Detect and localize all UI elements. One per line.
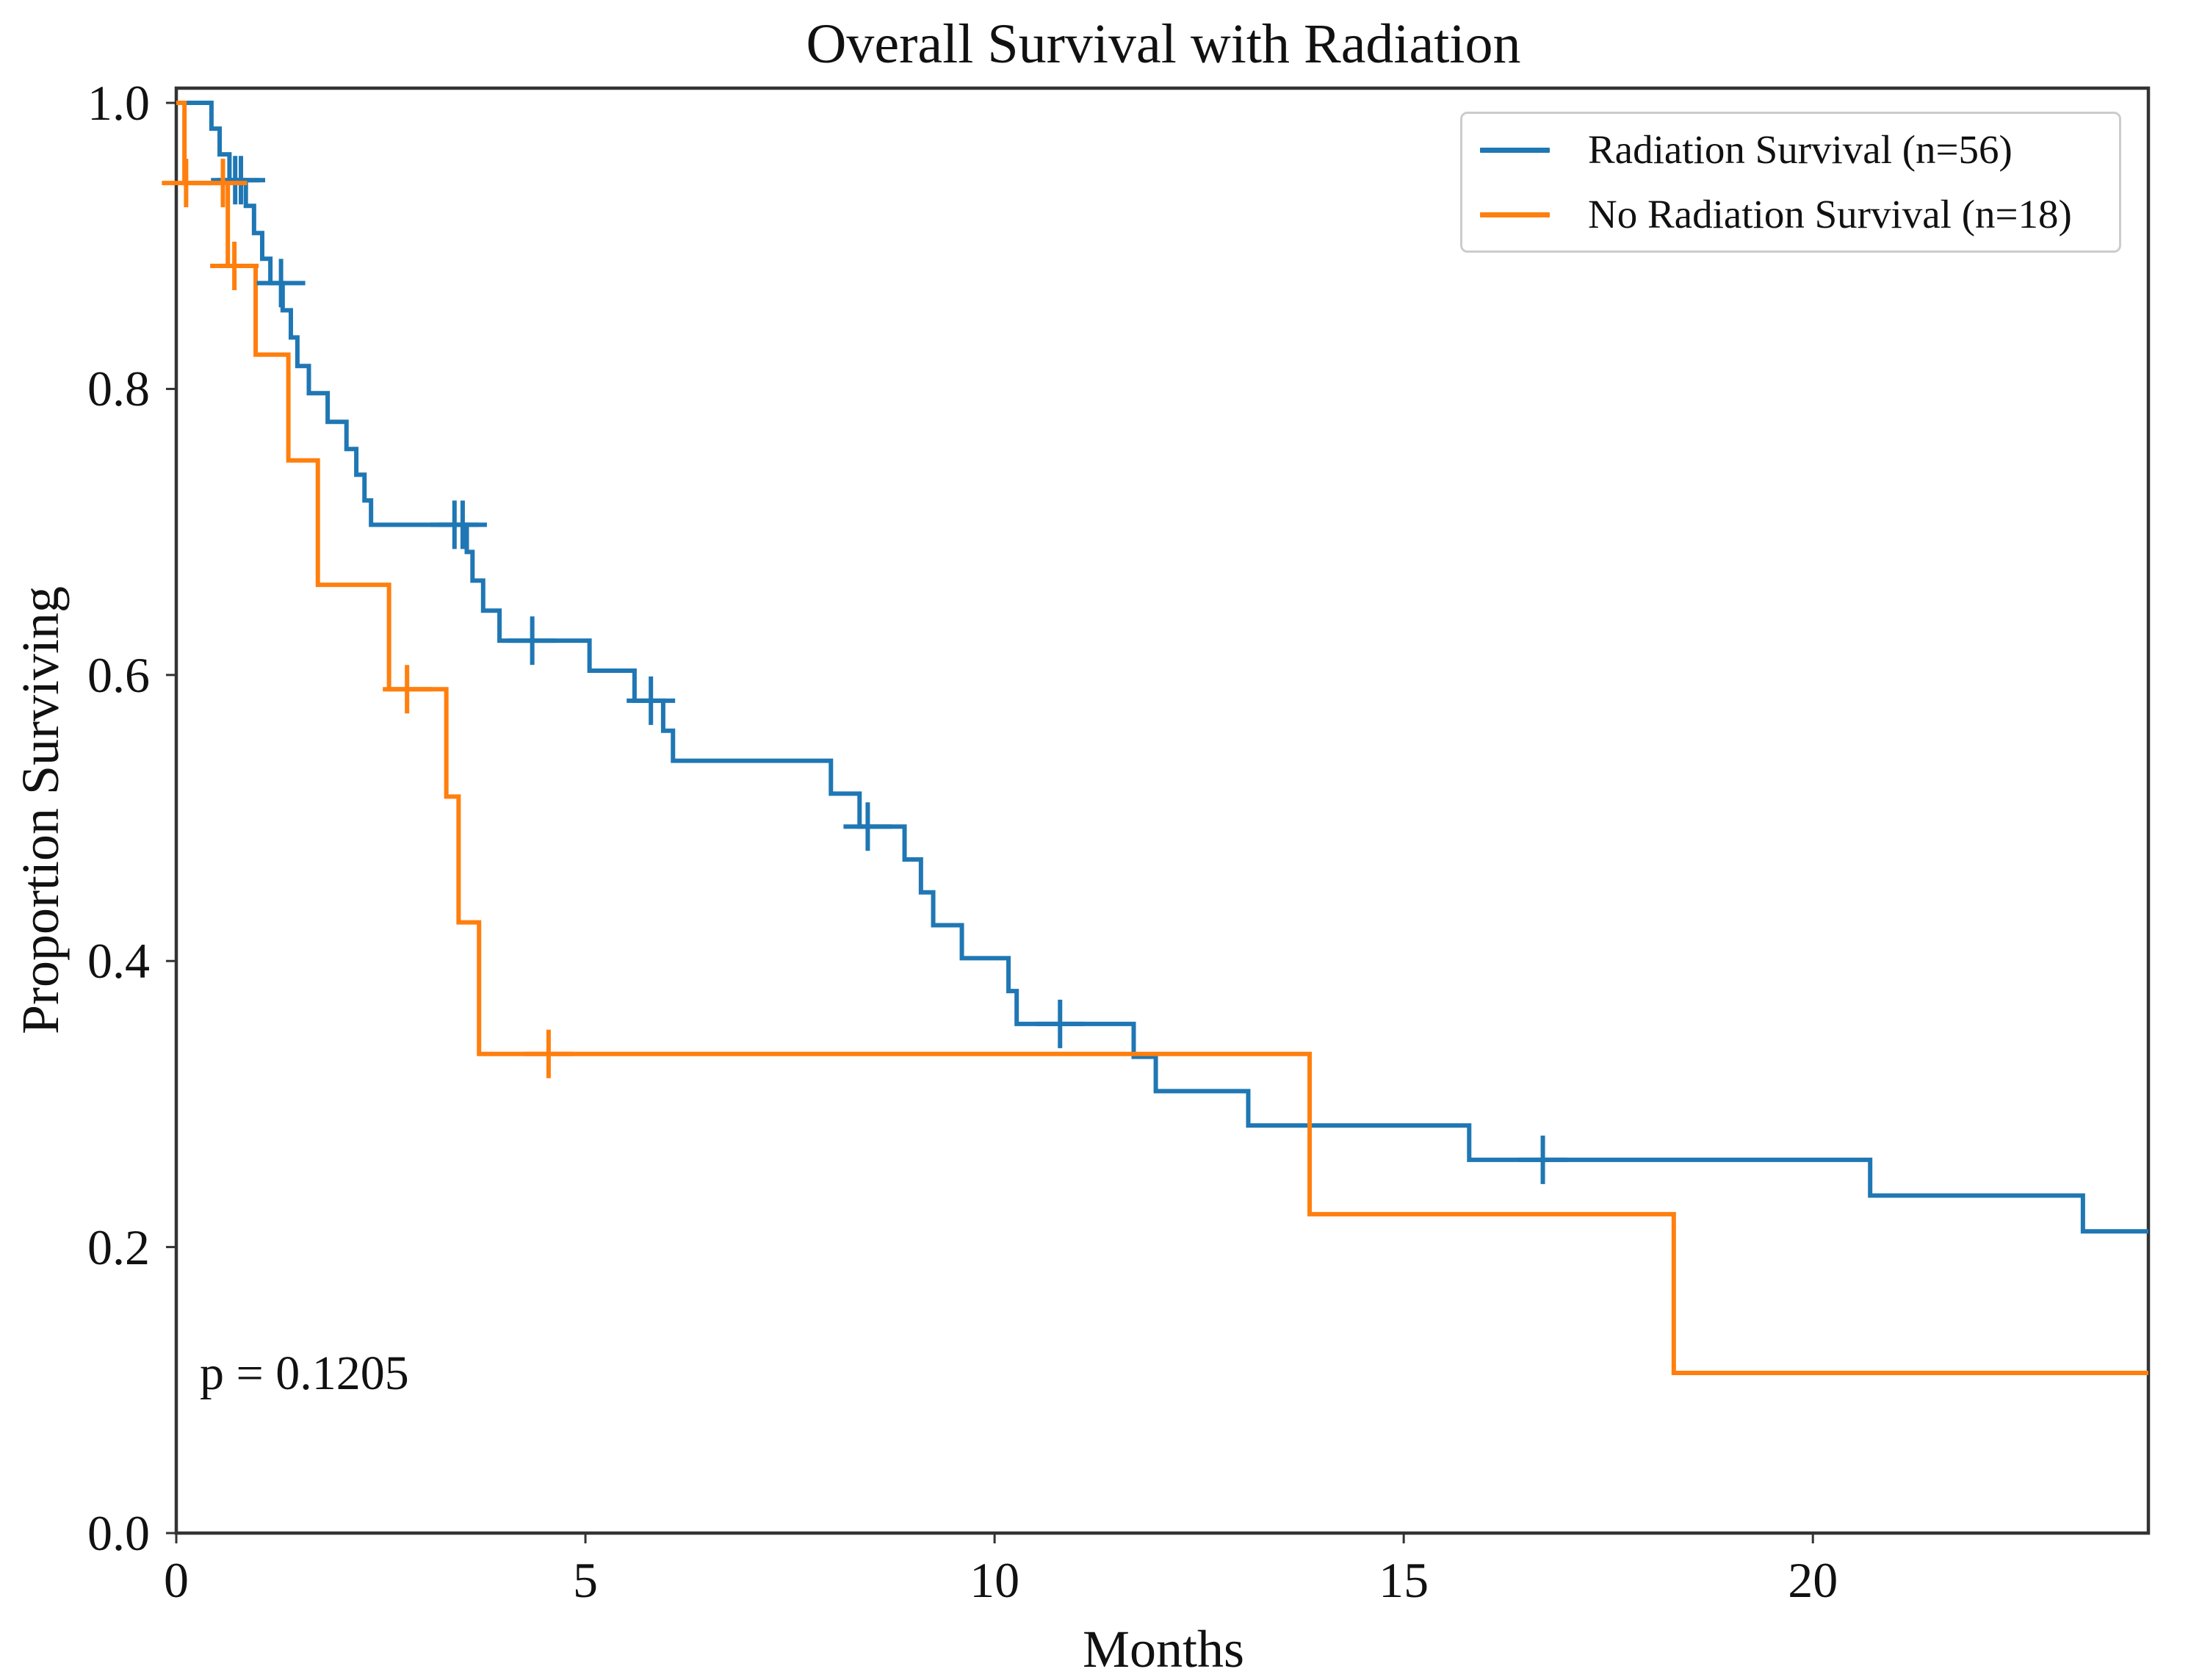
legend: Radiation Survival (n=56) No Radiation S…: [1460, 112, 2121, 253]
axes-frame: [174, 86, 2151, 1535]
legend-line-sample-no-radiation: [1480, 212, 1550, 217]
x-axis-label: Months: [1082, 1620, 1245, 1679]
x-tick-label: 20: [1788, 1552, 1838, 1608]
y-tick-label: 0.6: [87, 646, 150, 703]
chart-title: Overall Survival with Radiation: [806, 13, 1521, 75]
p-value-annotation: p = 0.1205: [200, 1346, 409, 1400]
survival-curve-no-radiation: [176, 101, 2148, 1375]
y-tick-label: 1.0: [87, 75, 150, 131]
legend-label: No Radiation Survival (n=18): [1588, 192, 2072, 237]
y-tick-label: 0.2: [87, 1219, 150, 1275]
y-tick-label: 0.4: [87, 933, 150, 989]
legend-item-radiation: Radiation Survival (n=56): [1462, 127, 2119, 173]
legend-item-no-radiation: No Radiation Survival (n=18): [1462, 192, 2119, 237]
y-tick-label: 0.0: [87, 1505, 150, 1561]
legend-line-sample-radiation: [1480, 147, 1550, 153]
x-tick-label: 5: [573, 1552, 599, 1608]
y-tick-label: 0.8: [87, 361, 150, 417]
x-tick-label: 0: [164, 1552, 189, 1608]
survival-curve-radiation: [176, 101, 2148, 1234]
legend-label: Radiation Survival (n=56): [1588, 127, 2013, 172]
x-tick-label: 10: [970, 1552, 1020, 1608]
x-tick-label: 15: [1379, 1552, 1429, 1608]
